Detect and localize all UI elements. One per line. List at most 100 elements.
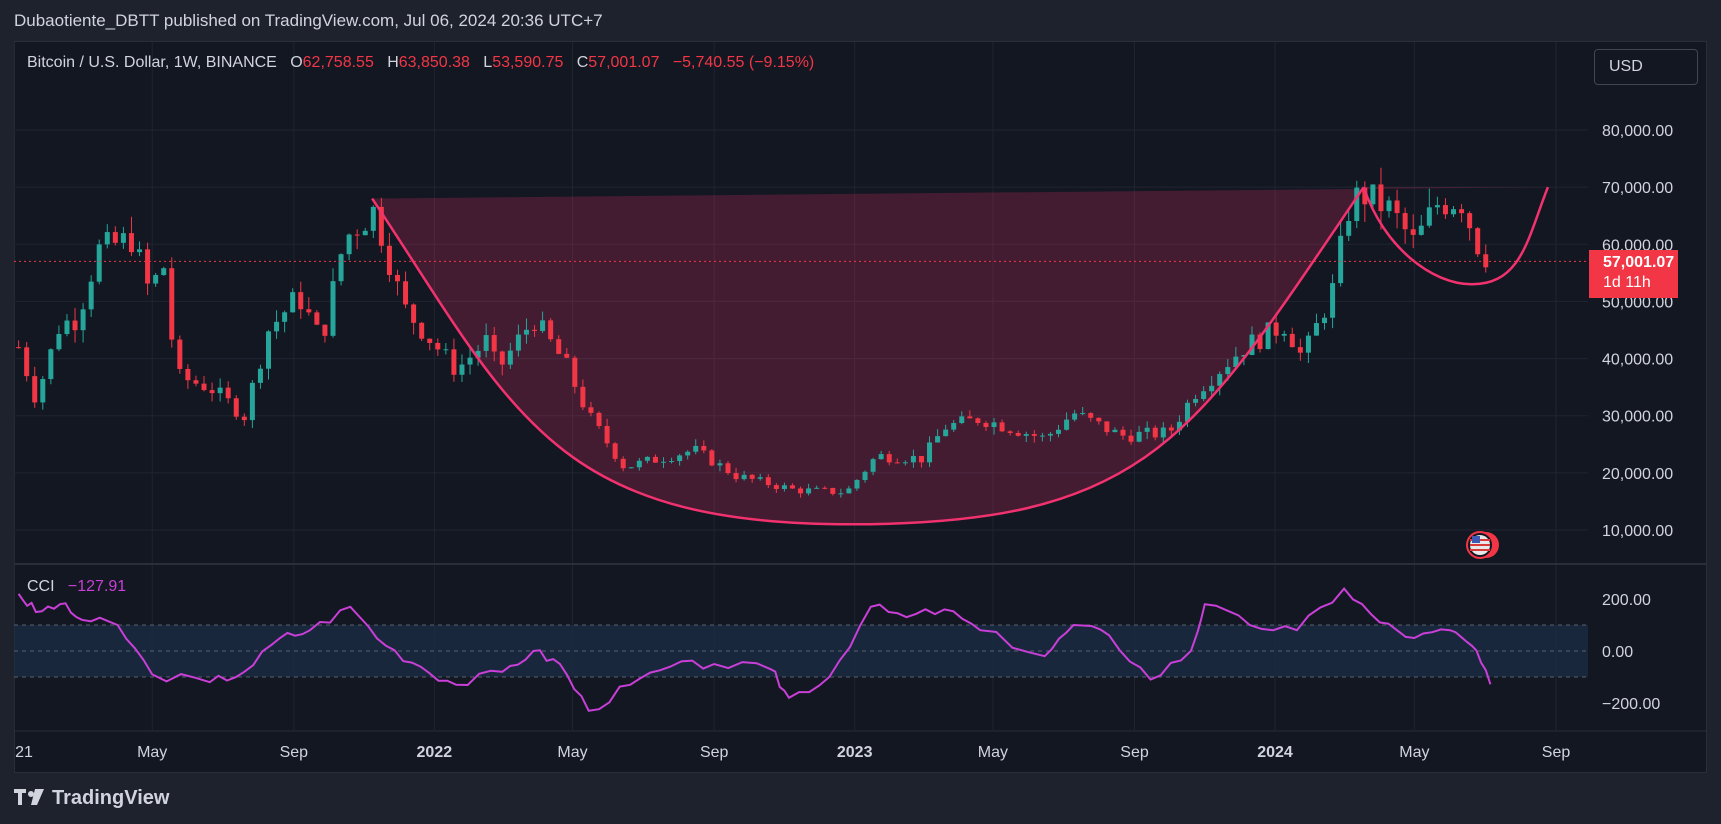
x-tick-label: May bbox=[137, 744, 167, 761]
candle-body bbox=[910, 456, 916, 463]
candle-body bbox=[128, 233, 134, 253]
candle-body bbox=[1370, 184, 1376, 205]
candle-body bbox=[564, 353, 570, 358]
candle-body bbox=[1193, 398, 1199, 403]
candle-body bbox=[1483, 254, 1489, 268]
x-tick-label: May bbox=[557, 744, 587, 761]
candle-body bbox=[249, 382, 255, 421]
currency-button[interactable]: USD bbox=[1594, 49, 1698, 85]
candle-body bbox=[1096, 417, 1102, 422]
candle-body bbox=[322, 324, 328, 336]
candle-body bbox=[233, 398, 239, 417]
y-tick-label: 40,000.00 bbox=[1602, 352, 1673, 369]
ohlc-legend: Bitcoin / U.S. Dollar, 1W, BINANCE O62,7… bbox=[27, 54, 814, 72]
candle-body bbox=[1451, 209, 1457, 215]
candle-body bbox=[1249, 334, 1255, 356]
candle-body bbox=[1031, 434, 1037, 436]
candle-body bbox=[830, 487, 836, 494]
candle-body bbox=[1128, 435, 1134, 442]
candle-body bbox=[1015, 432, 1021, 436]
candle-body bbox=[169, 268, 175, 340]
candle-body bbox=[1467, 213, 1473, 229]
candle-body bbox=[145, 249, 151, 284]
candle-body bbox=[556, 339, 562, 354]
candle-body bbox=[588, 407, 594, 413]
y-tick-label: 70,000.00 bbox=[1602, 180, 1673, 197]
x-tick-label: May bbox=[1399, 744, 1429, 761]
candle-body bbox=[1459, 209, 1465, 214]
candle-body bbox=[96, 244, 102, 282]
candle-body bbox=[64, 320, 70, 335]
candle-body bbox=[483, 335, 489, 351]
candle-body bbox=[644, 456, 650, 461]
candle-body bbox=[798, 488, 804, 494]
candle-body bbox=[733, 473, 739, 480]
candle-body bbox=[846, 488, 852, 494]
candle-body bbox=[1346, 221, 1352, 236]
candle-body bbox=[394, 274, 400, 282]
candle-body bbox=[1007, 431, 1013, 433]
legend-low-label: L bbox=[483, 54, 493, 71]
candle-body bbox=[693, 445, 699, 452]
candle-body bbox=[1160, 427, 1166, 438]
candle-body bbox=[814, 487, 820, 489]
candle-body bbox=[241, 416, 247, 421]
candle-body bbox=[48, 349, 54, 380]
y-tick-label: 10,000.00 bbox=[1602, 523, 1673, 540]
candle-body bbox=[56, 334, 62, 350]
candle-body bbox=[1338, 235, 1344, 284]
x-tick-label: 2024 bbox=[1257, 744, 1293, 761]
last-price-tag: 57,001.07 1d 11h bbox=[1589, 250, 1678, 298]
candle-body bbox=[991, 422, 997, 428]
candle-body bbox=[298, 292, 304, 310]
candle-body bbox=[427, 338, 433, 343]
legend-close-value: 57,001.07 bbox=[588, 54, 660, 71]
grid-lines bbox=[13, 42, 1588, 730]
x-tick-label: Sep bbox=[1120, 744, 1149, 761]
x-axis-ticks: 21 May Sep 2022 May Sep 2023 May Sep 2024 May Sep bbox=[15, 744, 1570, 761]
candle-body bbox=[153, 275, 159, 284]
candle-body bbox=[1257, 334, 1263, 350]
candle-body bbox=[1104, 421, 1110, 433]
cci-value: −127.91 bbox=[67, 578, 127, 595]
candle-body bbox=[16, 347, 22, 349]
candle-body bbox=[1313, 323, 1319, 336]
candle-body bbox=[378, 206, 384, 246]
candle-body bbox=[1410, 229, 1416, 235]
cci-tick-label: 0.00 bbox=[1602, 644, 1633, 661]
candle-body bbox=[491, 335, 497, 352]
candle-body bbox=[1434, 205, 1440, 208]
legend-low-value: 53,590.75 bbox=[492, 54, 564, 71]
candle-body bbox=[1047, 433, 1053, 436]
candle-body bbox=[1144, 427, 1150, 432]
candle-body bbox=[451, 349, 457, 375]
candle-body bbox=[266, 331, 272, 369]
candle-body bbox=[838, 493, 844, 495]
candle-body bbox=[806, 488, 812, 494]
candle-body bbox=[1088, 413, 1094, 418]
y-tick-label: 50,000.00 bbox=[1602, 294, 1673, 311]
candle-body bbox=[290, 292, 296, 313]
legend-close-label: C bbox=[576, 54, 589, 71]
candle-body bbox=[314, 312, 320, 325]
candle-body bbox=[362, 230, 368, 236]
candle-body bbox=[1386, 200, 1392, 212]
candle-body bbox=[185, 368, 191, 381]
candle-body bbox=[548, 320, 554, 340]
candle-body bbox=[1056, 429, 1062, 434]
candle-body bbox=[161, 268, 167, 276]
candle-body bbox=[902, 462, 908, 464]
bar-countdown: 1d 11h bbox=[1603, 274, 1651, 291]
candle-body bbox=[370, 206, 376, 231]
cci-tick-label: −200.00 bbox=[1602, 696, 1660, 713]
y-axis-ticks: 10,000.00 20,000.00 30,000.00 40,000.00 50,0… bbox=[1602, 123, 1673, 540]
x-tick-label: May bbox=[978, 744, 1008, 761]
candle-body bbox=[1418, 225, 1424, 235]
cci-tick-label: 200.00 bbox=[1602, 592, 1651, 609]
candle-body bbox=[1072, 413, 1078, 420]
us-flag-event-icon[interactable] bbox=[1466, 531, 1499, 559]
candle-body bbox=[1023, 434, 1029, 436]
candle-body bbox=[862, 471, 868, 480]
x-tick-label: 21 bbox=[15, 744, 33, 761]
